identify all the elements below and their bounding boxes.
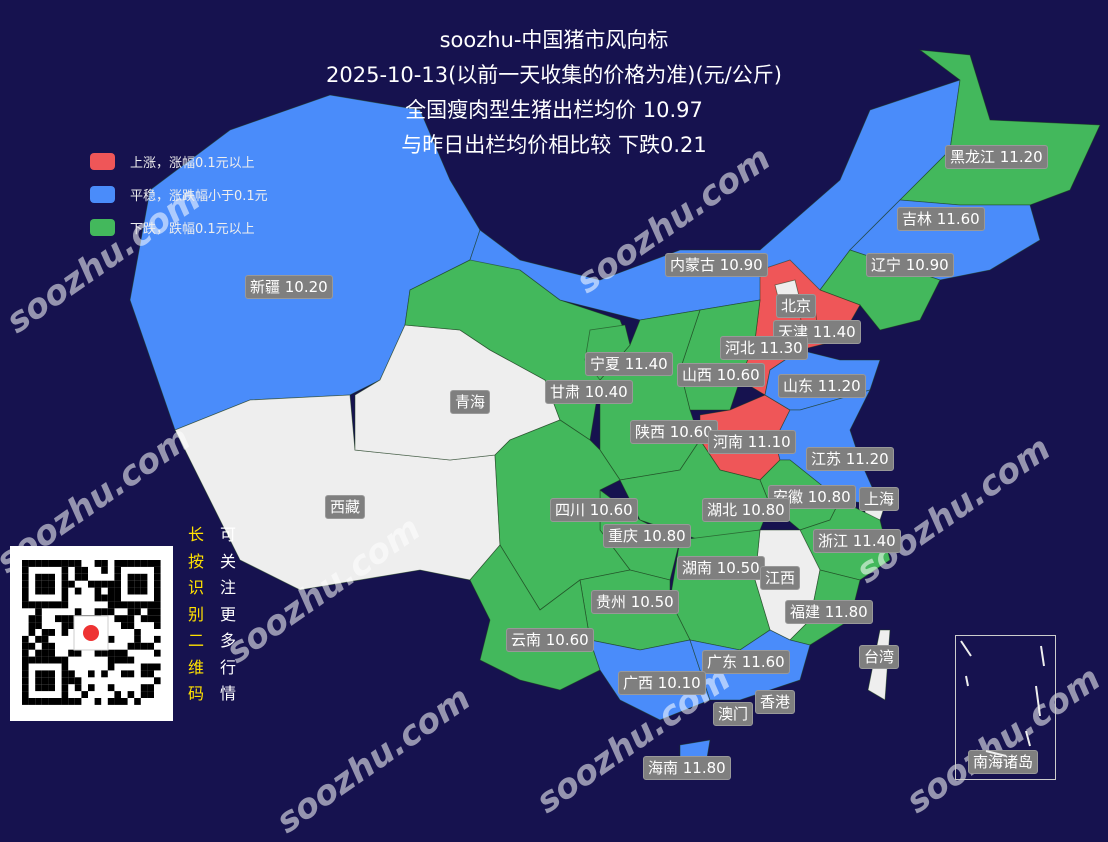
province-label-xianggang: 香港 [755, 690, 796, 714]
qr-prompt-col2: 可关注更多行情 [218, 522, 238, 708]
qr-prompt-col1: 长按识别二维码 [186, 522, 206, 708]
province-label-henan: 河南 11.10 [708, 430, 796, 454]
qr-prompt-char: 识 [187, 578, 204, 597]
legend-label: 平稳，涨跌幅小于0.1元 [130, 189, 268, 204]
legend: 上涨，涨幅0.1元以上 平稳，涨跌幅小于0.1元 下跌，跌幅0.1元以上 [90, 145, 268, 244]
province-label-shandong: 山东 11.20 [778, 374, 866, 398]
province-label-hubei: 湖北 10.80 [702, 498, 790, 522]
daily-change: 与昨日出栏均价相比较 下跌0.21 [401, 133, 707, 157]
province-label-hunan: 湖南 10.50 [677, 556, 765, 580]
legend-label: 上涨，涨幅0.1元以上 [130, 156, 255, 171]
province-label-beijing: 北京 [776, 294, 817, 318]
legend-swatch-flat [90, 186, 115, 203]
province-label-shaanxi: 陕西 10.60 [630, 420, 718, 444]
province-label-heilongjiang: 黑龙江 11.20 [945, 145, 1048, 169]
legend-swatch-up [90, 153, 115, 170]
province-label-xinjiang: 新疆 10.20 [245, 275, 333, 299]
province-label-zhejiang: 浙江 11.40 [813, 529, 901, 553]
legend-swatch-down [90, 219, 115, 236]
qr-prompt-char: 码 [187, 684, 204, 703]
province-label-hebei: 河北 11.30 [720, 336, 808, 360]
province-label-yunnan: 云南 10.60 [506, 628, 594, 652]
province-label-shanghai: 上海 [859, 487, 900, 511]
south-china-sea-islands [960, 640, 1045, 757]
qr-prompt-char: 按 [187, 551, 204, 571]
province-label-guangdong: 广东 11.60 [702, 650, 790, 674]
province-label-guangxi: 广西 10.10 [618, 671, 706, 695]
province-label-fujian: 福建 11.80 [785, 600, 873, 624]
legend-down[interactable]: 下跌，跌幅0.1元以上 [90, 211, 268, 244]
qr-prompt-char: 别 [187, 604, 204, 624]
province-label-jiangsu: 江苏 11.20 [806, 447, 894, 471]
province-label-shanxi: 山西 10.60 [677, 363, 765, 387]
qr-prompt-char: 维 [187, 657, 204, 677]
province-label-ningxia: 宁夏 11.40 [585, 352, 673, 376]
date-subtitle: 2025-10-13(以前一天收集的价格为准)(元/公斤) [326, 63, 782, 87]
national-average: 全国瘦肉型生猪出栏均价 10.97 [405, 98, 703, 122]
province-label-hainan: 海南 11.80 [643, 756, 731, 780]
qr-prompt-char: 行 [219, 657, 236, 677]
province-label-liaoning: 辽宁 10.90 [866, 253, 954, 277]
qr-code [10, 546, 173, 721]
province-label-nanhai: 南海诸岛 [968, 750, 1039, 774]
legend-up[interactable]: 上涨，涨幅0.1元以上 [90, 145, 268, 178]
province-label-gansu: 甘肃 10.40 [545, 380, 633, 404]
qr-prompt-char: 情 [219, 684, 236, 703]
province-label-qinghai: 青海 [450, 390, 491, 414]
qr-prompt-char: 关 [219, 551, 236, 571]
legend-flat[interactable]: 平稳，涨跌幅小于0.1元 [90, 178, 268, 211]
province-label-xizang: 西藏 [325, 495, 366, 519]
qr-prompt-char: 可 [219, 525, 236, 544]
province-label-guizhou: 贵州 10.50 [591, 590, 679, 614]
province-label-neimenggu: 内蒙古 10.90 [665, 253, 768, 277]
qr-prompt-char: 注 [219, 578, 236, 597]
legend-label: 下跌，跌幅0.1元以上 [130, 222, 255, 237]
province-label-chongqing: 重庆 10.80 [603, 524, 691, 548]
chart-title: soozhu-中国猪市风向标 [439, 28, 669, 52]
province-label-sichuan: 四川 10.60 [550, 498, 638, 522]
qr-prompt-char: 二 [187, 631, 204, 650]
province-label-jilin: 吉林 11.60 [897, 207, 985, 231]
qr-prompt-char: 更 [219, 604, 236, 624]
province-label-taiwan: 台湾 [859, 645, 900, 669]
province-label-aomen: 澳门 [713, 702, 754, 726]
qr-prompt-char: 长 [187, 525, 204, 544]
qr-prompt-char: 多 [219, 631, 236, 650]
province-label-jiangxi: 江西 [760, 566, 801, 590]
south-china-sea-inset [955, 635, 1056, 780]
